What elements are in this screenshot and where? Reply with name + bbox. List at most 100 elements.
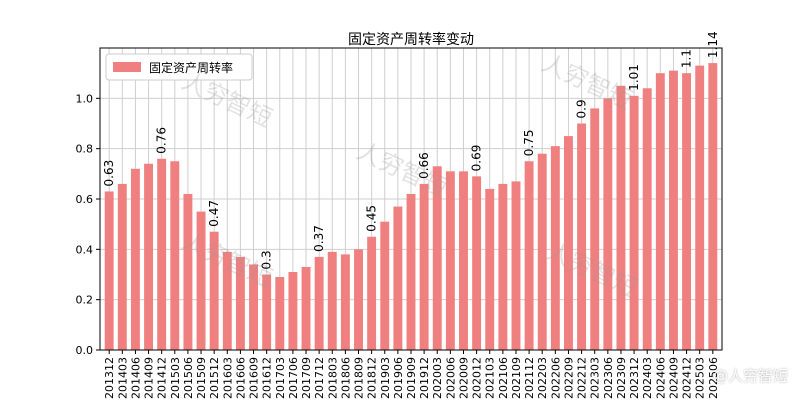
- x-tick-label: 202003: [431, 357, 444, 399]
- bar: [235, 256, 245, 350]
- bar: [498, 183, 508, 350]
- x-tick-label: 202203: [536, 357, 549, 399]
- data-label: 0.45: [365, 205, 379, 232]
- bar: [222, 251, 232, 350]
- bar: [419, 183, 429, 350]
- x-tick-label: 202406: [654, 357, 667, 399]
- x-tick-label: 201406: [129, 357, 142, 399]
- x-tick-label: 201312: [103, 357, 116, 399]
- bar: [616, 85, 626, 350]
- data-label: 0.37: [312, 225, 326, 252]
- x-tick-label: 201909: [405, 357, 418, 399]
- x-tick-label: 201703: [274, 357, 287, 399]
- bar: [157, 158, 167, 350]
- x-tick-label: 201609: [248, 357, 261, 399]
- x-tick-label: 201903: [379, 357, 392, 399]
- legend-swatch: [113, 62, 141, 72]
- x-tick-label: 202312: [628, 357, 641, 399]
- x-tick-label: 202103: [484, 357, 497, 399]
- bar: [708, 63, 718, 350]
- x-tick-label: 202409: [667, 357, 680, 399]
- x-tick-label: 202412: [681, 357, 694, 399]
- x-tick-label: 202112: [523, 357, 536, 399]
- bars: [104, 63, 718, 351]
- data-label: 1.01: [627, 64, 641, 91]
- x-tick-label: 201403: [116, 357, 129, 399]
- x-tick-label: 201709: [300, 357, 313, 399]
- x-tick-label: 201906: [392, 357, 405, 399]
- legend: 固定资产周转率: [105, 53, 253, 81]
- x-tick-label: 201712: [313, 357, 326, 399]
- x-tick-label: 201409: [143, 357, 156, 399]
- x-tick-label: 202503: [694, 357, 707, 399]
- bar: [380, 221, 390, 350]
- bar: [354, 249, 363, 350]
- bar: [130, 168, 140, 350]
- bar: [196, 211, 206, 350]
- bar: [511, 181, 521, 350]
- bar: [695, 65, 705, 350]
- bar: [314, 256, 324, 350]
- x-tick-label: 202306: [602, 357, 615, 399]
- bar: [183, 193, 193, 350]
- bar: [288, 271, 298, 350]
- x-tick-label: 202006: [444, 357, 457, 399]
- bar: [550, 146, 560, 350]
- legend-box: [105, 53, 253, 81]
- x-tick-label: 202212: [576, 357, 589, 399]
- x-tick-label: 201603: [221, 357, 234, 399]
- x-tick-label: 201506: [182, 357, 195, 399]
- bar: [275, 277, 285, 350]
- x-tick-label: 202106: [497, 357, 510, 399]
- bar: [367, 236, 377, 350]
- bar: [524, 161, 534, 350]
- brand-watermark: @人穷智短: [712, 367, 788, 385]
- data-label: 0.63: [102, 160, 116, 187]
- bar: [170, 161, 180, 350]
- x-tick-label: 201806: [339, 357, 352, 399]
- y-tick-label: 0.2: [76, 294, 94, 307]
- x-tick-label: 202309: [615, 357, 628, 399]
- bar: [537, 153, 547, 350]
- bar: [485, 188, 495, 350]
- bar: [144, 163, 154, 350]
- x-tick-label: 201812: [366, 357, 379, 399]
- y-tick-label: 0.4: [76, 243, 94, 256]
- data-label: 0.47: [207, 200, 221, 227]
- x-tick-label: 201606: [234, 357, 247, 399]
- bar: [629, 95, 639, 350]
- bar: [577, 123, 587, 350]
- x-tick-label: 201803: [326, 357, 339, 399]
- y-tick-label: 0.6: [76, 193, 94, 206]
- bar: [327, 251, 337, 350]
- data-label: 1.14: [706, 31, 720, 58]
- bar: [117, 183, 127, 350]
- data-label: 0.3: [260, 250, 274, 269]
- x-tick-label: 201412: [156, 357, 169, 399]
- x-tick-label: 201509: [195, 357, 208, 399]
- x-tick-label: 202009: [457, 357, 470, 399]
- y-tick-label: 1.0: [76, 92, 94, 105]
- bar: [104, 191, 114, 350]
- bar: [668, 70, 678, 351]
- bar: [393, 206, 403, 350]
- bar: [682, 73, 692, 351]
- bar: [432, 166, 442, 350]
- bar: [590, 108, 600, 351]
- x-tick-label: 202109: [510, 357, 523, 399]
- bar: [406, 193, 416, 350]
- legend-label: 固定资产周转率: [149, 60, 233, 75]
- bar: [301, 266, 311, 350]
- data-label: 0.76: [155, 127, 169, 154]
- bar: [249, 264, 258, 350]
- data-label: 0.69: [470, 145, 484, 172]
- bar: [209, 231, 219, 350]
- x-tick-label: 201912: [418, 357, 431, 399]
- x-tick-label: 202209: [562, 357, 575, 399]
- data-label: 1.1: [680, 49, 694, 68]
- x-tick-label: 202206: [549, 357, 562, 399]
- x-tick-label: 201512: [208, 357, 221, 399]
- data-label: 0.9: [575, 99, 589, 118]
- x-tick-label: 201706: [287, 357, 300, 399]
- bar: [642, 88, 652, 351]
